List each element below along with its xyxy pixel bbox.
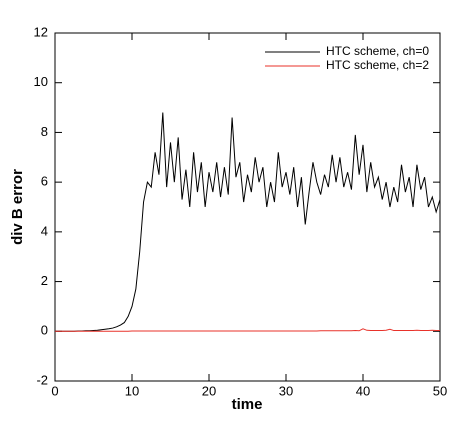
x-axis-label: time	[232, 396, 263, 413]
x-tick-label: 30	[279, 383, 293, 398]
y-tick-label: 8	[41, 124, 48, 139]
x-tick-label: 0	[51, 383, 58, 398]
data-line	[55, 112, 441, 332]
y-tick-label: 2	[41, 273, 48, 288]
data-line	[55, 328, 440, 332]
y-tick-label: 6	[41, 174, 48, 189]
plot-frame	[54, 32, 441, 382]
y-tick-label: 0	[41, 323, 48, 338]
y-tick-label: -2	[36, 372, 48, 387]
x-tick-label: 10	[125, 383, 139, 398]
legend-label: HTC scheme, ch=0	[326, 44, 429, 58]
legend-label: HTC scheme, ch=2	[326, 58, 429, 72]
x-tick-label: 40	[356, 383, 370, 398]
y-tick-label: 10	[34, 74, 48, 89]
x-tick-label: 20	[202, 383, 216, 398]
x-tick-label: 50	[433, 383, 447, 398]
y-axis-label: div B error	[9, 169, 26, 245]
y-tick-label: 12	[34, 24, 48, 39]
y-tick-label: 4	[41, 223, 48, 238]
